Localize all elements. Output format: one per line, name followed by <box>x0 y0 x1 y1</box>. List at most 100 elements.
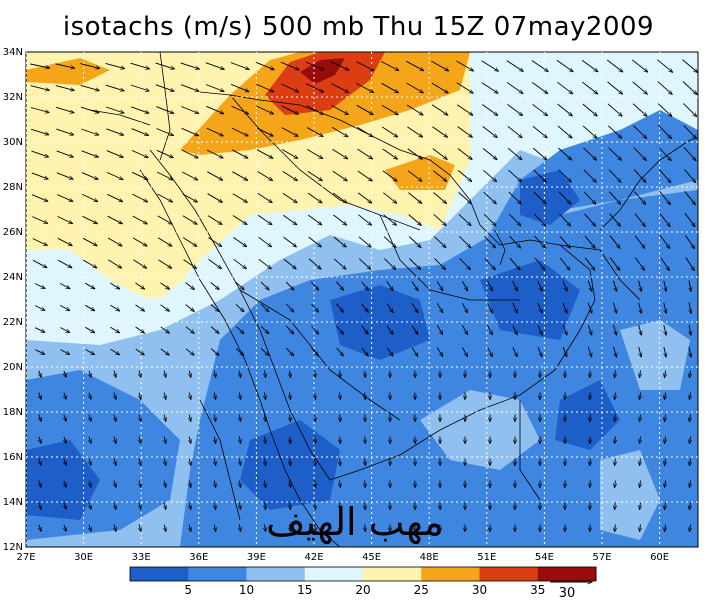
wind-vector <box>508 213 521 226</box>
wind-vector <box>482 126 498 137</box>
wind-vector <box>110 304 119 311</box>
wind-vector <box>32 259 47 267</box>
wind-vector <box>559 257 570 270</box>
wind-vector <box>315 414 316 422</box>
wind-vector <box>205 62 225 70</box>
wind-vector <box>180 62 200 69</box>
wind-vector <box>361 303 369 313</box>
wind-vector <box>89 458 91 466</box>
wind-vector <box>189 458 191 466</box>
wind-vector <box>457 148 472 160</box>
wind-vector <box>207 215 222 225</box>
wind-vector <box>264 392 265 400</box>
wind-vector <box>332 192 347 203</box>
wind-vector <box>315 436 316 444</box>
wind-vector <box>640 414 641 422</box>
wind-vector <box>214 436 215 444</box>
wind-vector <box>106 128 123 135</box>
wind-vector <box>685 235 694 248</box>
wind-vector <box>557 103 573 116</box>
lon-label: 39E <box>247 552 266 563</box>
wind-vector <box>39 524 41 532</box>
lon-label: 51E <box>477 552 496 563</box>
wind-vector <box>235 326 244 333</box>
lon-label: 36E <box>189 552 208 563</box>
wind-vector <box>310 281 318 290</box>
wind-vector <box>665 370 666 378</box>
wind-vector <box>132 215 148 224</box>
wind-vector <box>386 347 393 356</box>
wind-vector <box>182 193 198 202</box>
wind-vector <box>208 237 221 247</box>
wind-vector <box>640 458 641 466</box>
wind-vector <box>562 347 567 357</box>
wind-vector <box>139 458 141 466</box>
wind-vector <box>307 149 322 158</box>
watermark-text: مهب الهيف <box>266 500 444 545</box>
wind-vector <box>340 370 341 378</box>
latitude-labels: 12N 14N 16N 18N 20N 22N 24N 26N 28N 30N 32N 34N <box>3 47 23 553</box>
wind-vector <box>239 436 240 444</box>
wind-vector <box>559 213 570 226</box>
wind-vector <box>57 237 72 245</box>
wind-vector <box>164 524 166 532</box>
wind-vector <box>365 436 366 444</box>
wind-vector <box>559 235 571 248</box>
wind-vector <box>356 83 374 93</box>
wind-vector <box>82 193 97 201</box>
wind-vector <box>264 458 265 466</box>
plot-area <box>26 52 698 547</box>
wind-vector <box>89 524 91 532</box>
wind-vector <box>456 60 474 71</box>
wind-vector <box>584 213 596 226</box>
wind-vector <box>64 524 66 532</box>
colorbar-label: 15 <box>297 583 312 597</box>
wind-vector <box>31 172 48 179</box>
wind-vector <box>205 84 224 92</box>
lat-label: 12N <box>3 542 23 553</box>
wind-vector <box>157 193 173 202</box>
wind-vector <box>56 172 73 179</box>
wind-vector <box>689 392 690 400</box>
wind-vector <box>189 502 191 510</box>
wind-vector <box>185 326 194 334</box>
wind-vector <box>81 172 98 180</box>
lon-label: 57E <box>592 552 611 563</box>
wind-vector <box>281 83 299 92</box>
wind-vector <box>139 392 141 400</box>
wind-vector <box>562 280 567 291</box>
wind-vector <box>239 524 240 532</box>
wind-vector <box>609 213 621 227</box>
wind-vector <box>131 128 149 136</box>
wind-vector <box>232 215 247 225</box>
wind-vector <box>82 237 97 246</box>
wind-vector <box>85 304 94 310</box>
lat-lon-grid <box>26 52 698 547</box>
wind-vector <box>155 84 174 91</box>
wind-vector <box>487 302 493 313</box>
wind-vector <box>355 61 374 71</box>
wind-vector <box>336 325 344 334</box>
wind-vector <box>433 214 446 225</box>
wind-vector <box>110 326 120 333</box>
wind-vector <box>258 258 271 269</box>
wind-vector <box>206 149 223 158</box>
wind-vector <box>260 325 269 333</box>
speed-zone-5-10-d <box>555 380 620 450</box>
wind-vector <box>411 325 418 335</box>
colorbar-frame <box>129 566 597 582</box>
lat-label: 14N <box>3 497 23 508</box>
wind-vector <box>214 502 215 510</box>
lon-label: 27E <box>16 552 35 563</box>
wind-vector <box>458 235 470 247</box>
wind-vector <box>462 325 467 334</box>
wind-vector <box>182 215 197 225</box>
wind-vector <box>257 193 272 202</box>
wind-vector <box>633 125 646 139</box>
wind-vector <box>105 84 124 91</box>
wind-vector <box>482 148 497 159</box>
wind-vector <box>114 370 116 378</box>
wind-vector <box>608 169 621 183</box>
wind-vector <box>105 62 125 68</box>
wind-vector <box>386 303 393 313</box>
